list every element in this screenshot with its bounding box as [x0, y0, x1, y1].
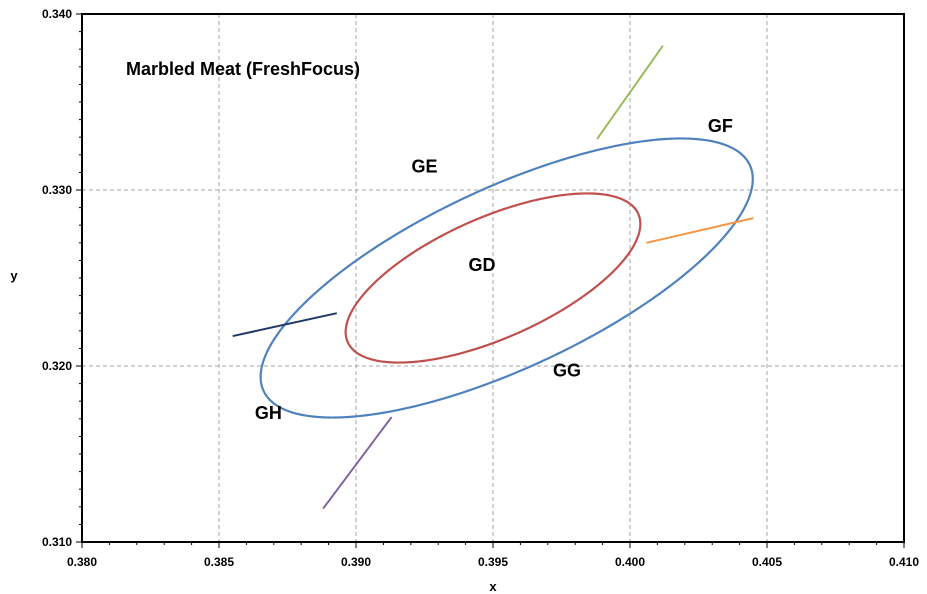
labels: GD GE GF GG GH [255, 116, 733, 423]
x-tick-label: 0.395 [478, 555, 508, 569]
x-tick-label: 0.380 [67, 555, 97, 569]
x-tick-label: 0.405 [752, 555, 782, 569]
region-label-ge: GE [411, 156, 437, 176]
series [232, 45, 754, 510]
y-tick-label: 0.320 [42, 359, 72, 373]
inner-ellipse [344, 192, 642, 364]
region-label-gg: GG [553, 361, 581, 381]
y-axis-title: y [10, 268, 18, 283]
chart-title: Marbled Meat (FreshFocus) [126, 59, 360, 79]
region-label-gd: GD [469, 255, 496, 275]
region-label-gh: GH [255, 403, 282, 423]
segment-gg-gh [322, 416, 393, 510]
x-tick-label: 0.390 [341, 555, 371, 569]
grid-lines [82, 14, 904, 542]
region-label-gf: GF [708, 116, 733, 136]
x-tick-label: 0.385 [204, 555, 234, 569]
y-tick-label: 0.310 [42, 535, 72, 549]
y-tick-label: 0.340 [42, 7, 72, 21]
segment-gh-ge [232, 312, 338, 338]
x-tick-label: 0.410 [889, 555, 919, 569]
segment-ge-gf [596, 45, 664, 140]
x-tick-label: 0.400 [615, 555, 645, 569]
axis-ticks: 0.380 0.385 0.390 0.395 0.400 0.405 0.410 0.310… [42, 7, 919, 569]
x-axis-title: x [489, 579, 497, 594]
y-tick-label: 0.330 [42, 183, 72, 197]
outer-ellipse [259, 137, 754, 419]
segment-gf-gg [646, 217, 754, 244]
